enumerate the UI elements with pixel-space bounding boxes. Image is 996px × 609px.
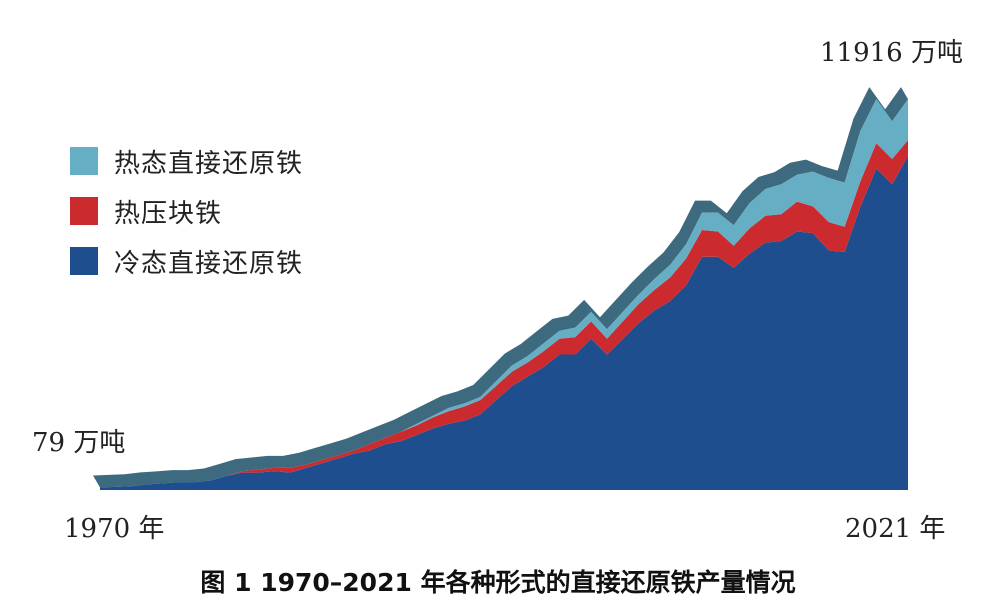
end-year-label: 2021 年 (845, 514, 946, 544)
figure-caption: 图 1 1970–2021 年各种形式的直接还原铁产量情况 (200, 568, 796, 597)
legend-swatch-cold-dri (70, 247, 98, 275)
legend-swatch-hbi (70, 197, 98, 225)
legend-item-cold-dri: 冷态直接还原铁 (70, 236, 303, 286)
legend-swatch-hot-dri (70, 147, 98, 175)
chart-legend: 热态直接还原铁 热压块铁 冷态直接还原铁 (70, 136, 303, 286)
area-cold-dri (100, 155, 908, 490)
legend-item-hot-dri: 热态直接还原铁 (70, 136, 303, 186)
end-value-label: 11916 万吨 (820, 38, 963, 68)
legend-label-hbi: 热压块铁 (114, 198, 223, 229)
start-value-label: 79 万吨 (32, 428, 126, 458)
legend-label-cold-dri: 冷态直接还原铁 (114, 248, 304, 279)
start-year-label: 1970 年 (64, 514, 165, 544)
legend-label-hot-dri: 热态直接还原铁 (114, 148, 304, 179)
legend-item-hbi: 热压块铁 (70, 186, 303, 236)
